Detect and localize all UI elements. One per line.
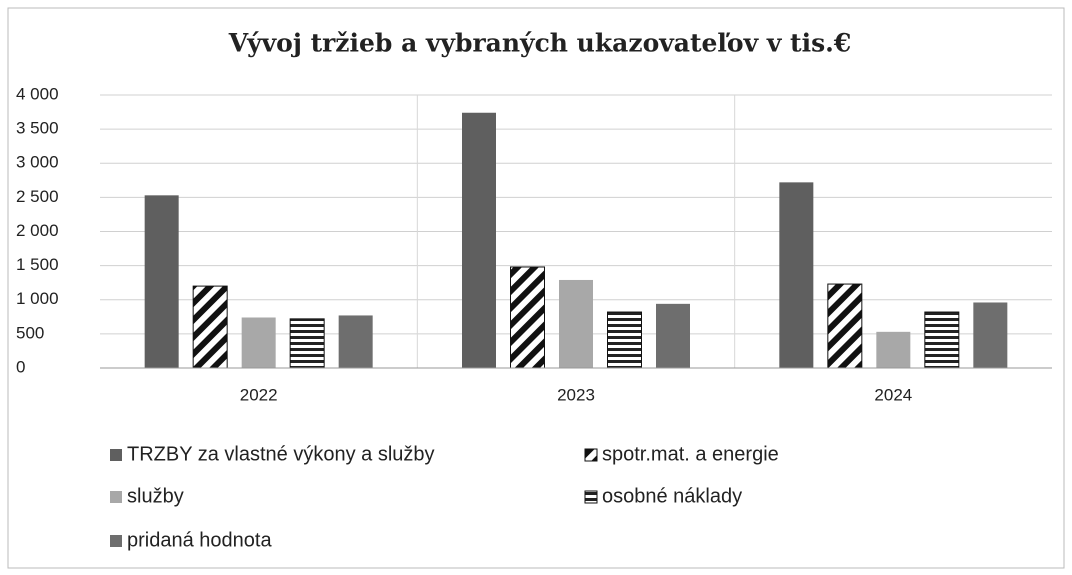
bar xyxy=(559,279,593,368)
x-tick-label: 2023 xyxy=(557,385,595,404)
legend-label: pridaná hodnota xyxy=(127,529,272,551)
legend-marker xyxy=(110,449,122,461)
y-tick-label: 1 500 xyxy=(16,255,59,274)
bar xyxy=(510,266,545,369)
bar xyxy=(144,195,179,368)
legend-marker xyxy=(110,535,122,547)
x-tick-label: 2024 xyxy=(874,385,912,404)
legend-label: spotr.mat. a energie xyxy=(602,443,779,465)
bar xyxy=(607,311,642,369)
x-tick-label: 2022 xyxy=(240,385,278,404)
bar xyxy=(656,303,690,368)
bar xyxy=(924,311,960,369)
bar xyxy=(192,285,228,369)
y-tick-label: 1 000 xyxy=(16,289,59,308)
legend-marker xyxy=(110,491,122,503)
bar xyxy=(462,112,496,369)
bar xyxy=(779,182,814,368)
bar xyxy=(876,331,911,368)
bar xyxy=(973,302,1008,368)
legend-label: služby xyxy=(127,485,184,507)
legend-marker xyxy=(584,448,598,462)
y-tick-label: 4 000 xyxy=(16,84,59,103)
bar xyxy=(338,315,373,368)
y-tick-label: 0 xyxy=(16,357,25,376)
y-tick-label: 3 000 xyxy=(16,153,59,172)
legend-label: osobné náklady xyxy=(602,485,742,507)
y-tick-label: 2 500 xyxy=(16,187,59,206)
y-tick-label: 500 xyxy=(16,323,44,342)
y-tick-label: 3 500 xyxy=(16,119,59,138)
chart-title: Vývoj tržieb a vybraných ukazovateľov v … xyxy=(228,29,852,58)
legend-label: TRZBY za vlastné výkony a služby xyxy=(127,443,435,465)
chart-border xyxy=(7,7,1065,569)
bar xyxy=(241,317,276,368)
bar xyxy=(289,318,325,369)
legend-marker xyxy=(584,490,598,504)
y-tick-label: 2 000 xyxy=(16,221,59,240)
bar xyxy=(827,283,863,369)
